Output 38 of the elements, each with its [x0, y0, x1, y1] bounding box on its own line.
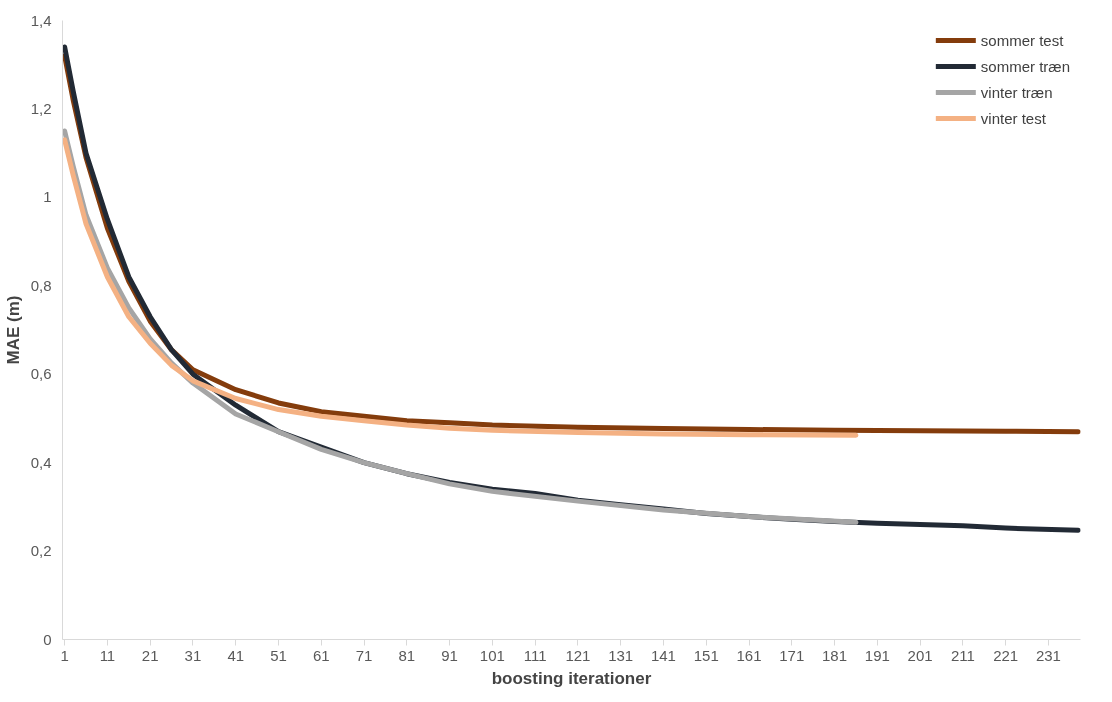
x-tick-label: 211	[950, 646, 975, 664]
y-axis-title: MAE (m)	[3, 295, 23, 365]
x-tick-label: 131	[608, 646, 634, 664]
x-tick-label: 71	[355, 646, 373, 664]
x-tick-label: 171	[779, 646, 805, 664]
x-tick-label: 181	[822, 646, 848, 664]
x-tick-label: 191	[864, 646, 890, 664]
x-tick-label: 81	[398, 646, 416, 664]
y-tick-label: 0,6	[30, 365, 52, 383]
x-tick-label: 11	[99, 646, 116, 664]
x-tick-label: 161	[736, 646, 762, 664]
x-tick-label: 111	[523, 646, 547, 664]
x-axis-title: boosting iterationer	[491, 668, 652, 688]
y-tick-label: 0,2	[30, 542, 52, 560]
y-tick-label: 0,4	[30, 453, 52, 471]
y-tick-label: 1	[43, 188, 52, 206]
x-tick-label: 221	[993, 646, 1019, 664]
x-tick-label: 61	[312, 646, 330, 664]
x-tick-label: 201	[907, 646, 933, 664]
y-tick-label: 1,4	[30, 11, 52, 29]
x-tick-label: 121	[565, 646, 591, 664]
y-tick-label: 0	[43, 630, 52, 648]
x-tick-label: 51	[270, 646, 287, 664]
legend-label: vinter træn	[980, 83, 1053, 101]
y-tick-label: 1,2	[30, 99, 52, 117]
x-tick-label: 1	[60, 646, 69, 664]
legend-label: vinter test	[980, 109, 1046, 127]
x-tick-label: 41	[227, 646, 245, 664]
x-tick-label: 91	[441, 646, 458, 664]
legend-label: sommer træn	[980, 57, 1070, 75]
x-tick-label: 151	[693, 646, 719, 664]
y-tick-label: 0,8	[30, 276, 52, 294]
x-tick-label: 21	[141, 646, 159, 664]
x-tick-label: 31	[184, 646, 202, 664]
legend-label: sommer test	[980, 31, 1064, 49]
x-tick-label: 141	[650, 646, 676, 664]
x-tick-label: 231	[1035, 646, 1061, 664]
x-tick-label: 101	[479, 646, 505, 664]
